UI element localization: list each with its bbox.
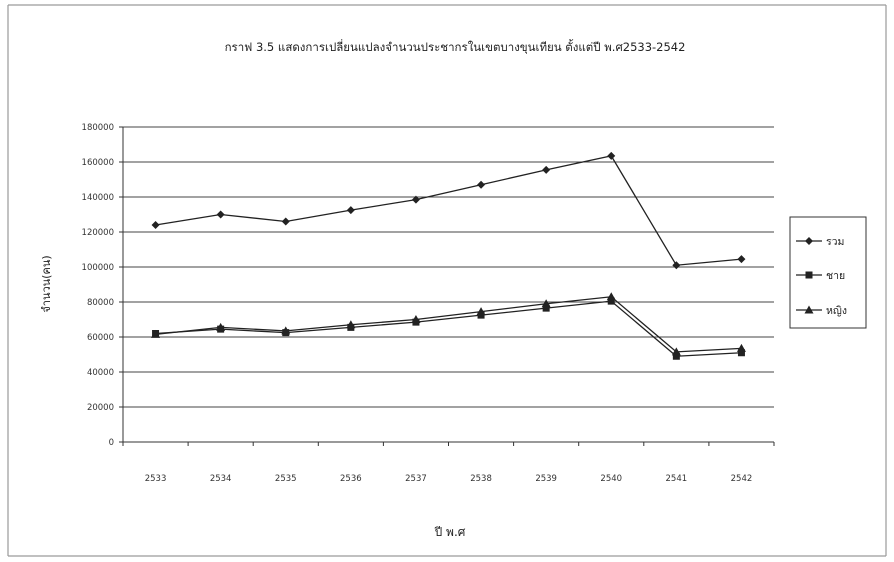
- x-tick-label: 2539: [535, 474, 557, 484]
- point-marker-triangle: [151, 329, 161, 338]
- plot-background: [123, 127, 774, 442]
- chart-title: กราฟ 3.5 แสดงการเปลี่ยนแปลงจำนวนประชากรใ…: [225, 39, 686, 54]
- legend-item: รวม: [796, 236, 844, 248]
- x-tick-label: 2534: [210, 474, 232, 484]
- x-tick-label: 2535: [275, 474, 297, 484]
- point-marker-diamond: [737, 255, 746, 264]
- y-tick-label: 160000: [82, 158, 114, 168]
- x-tick-label: 2537: [405, 474, 427, 484]
- point-marker-diamond: [151, 221, 160, 229]
- point-marker-triangle: [804, 305, 814, 314]
- point-marker-diamond: [216, 210, 225, 219]
- x-tick-label: 2536: [340, 474, 362, 484]
- series-triangle: [151, 292, 746, 356]
- point-marker-triangle: [736, 343, 746, 352]
- point-marker-square: [805, 271, 813, 279]
- point-marker-diamond: [542, 165, 551, 174]
- legend-label: ชาย: [826, 270, 845, 282]
- point-marker-square: [607, 297, 615, 305]
- page-border: [7, 4, 887, 557]
- y-tick-label: 0: [109, 438, 114, 448]
- y-tick-label: 180000: [82, 123, 114, 133]
- gridlines: [119, 126, 774, 443]
- point-marker-diamond: [477, 180, 486, 189]
- series-line: [155, 300, 742, 357]
- point-marker-diamond: [805, 237, 813, 245]
- y-tick-label: 120000: [82, 228, 114, 238]
- plot-area: 0 20000 40000 60000 80000 100000 120000 140000 1…: [82, 123, 775, 484]
- y-tick-labels: 0 20000 40000 60000 80000 100000 120000 140000 1…: [82, 123, 114, 448]
- point-marker-square: [672, 352, 680, 360]
- legend-label: หญิง: [826, 305, 847, 317]
- point-marker-diamond: [607, 151, 616, 160]
- point-marker-triangle: [281, 326, 291, 335]
- x-tick-label: 2541: [666, 474, 688, 484]
- series-diamond: [151, 151, 746, 270]
- y-tick-label: 20000: [87, 403, 114, 413]
- x-tick-label: 2538: [470, 474, 492, 484]
- point-marker-triangle: [346, 320, 356, 329]
- y-tick-label: 40000: [87, 368, 114, 378]
- series-lines: [151, 151, 746, 360]
- point-marker-triangle: [216, 322, 226, 331]
- series-line: [155, 296, 742, 353]
- point-marker-triangle: [541, 299, 551, 308]
- x-tick-label: 2533: [145, 474, 167, 484]
- point-marker-diamond: [346, 206, 355, 215]
- x-tick-labels: 2533 2534 2535 2536 2537 2538 2539 2540 2541 2542: [122, 442, 775, 484]
- point-marker-square: [542, 304, 550, 312]
- series-line: [155, 155, 742, 266]
- legend-item: หญิง: [796, 305, 847, 317]
- point-marker-triangle: [411, 315, 421, 323]
- y-tick-label: 140000: [82, 193, 114, 203]
- point-marker-triangle: [476, 307, 486, 316]
- legend-item: ชาย: [796, 270, 845, 282]
- y-tick-label: 80000: [87, 298, 114, 308]
- point-marker-triangle: [606, 292, 616, 301]
- x-tick-label: 2542: [731, 474, 753, 484]
- y-tick-label: 60000: [87, 333, 114, 343]
- point-marker-triangle: [671, 347, 681, 356]
- point-marker-diamond: [411, 195, 420, 204]
- point-marker-square: [737, 349, 745, 357]
- point-marker-diamond: [672, 261, 681, 270]
- y-tick-label: 100000: [82, 263, 114, 273]
- x-tick-label: 2540: [600, 474, 622, 484]
- x-axis-label: ปี พ.ศ: [434, 525, 466, 539]
- point-marker-diamond: [281, 217, 290, 226]
- y-axis-label: จำนวน(คน): [40, 255, 53, 312]
- legend-label: รวม: [826, 236, 844, 248]
